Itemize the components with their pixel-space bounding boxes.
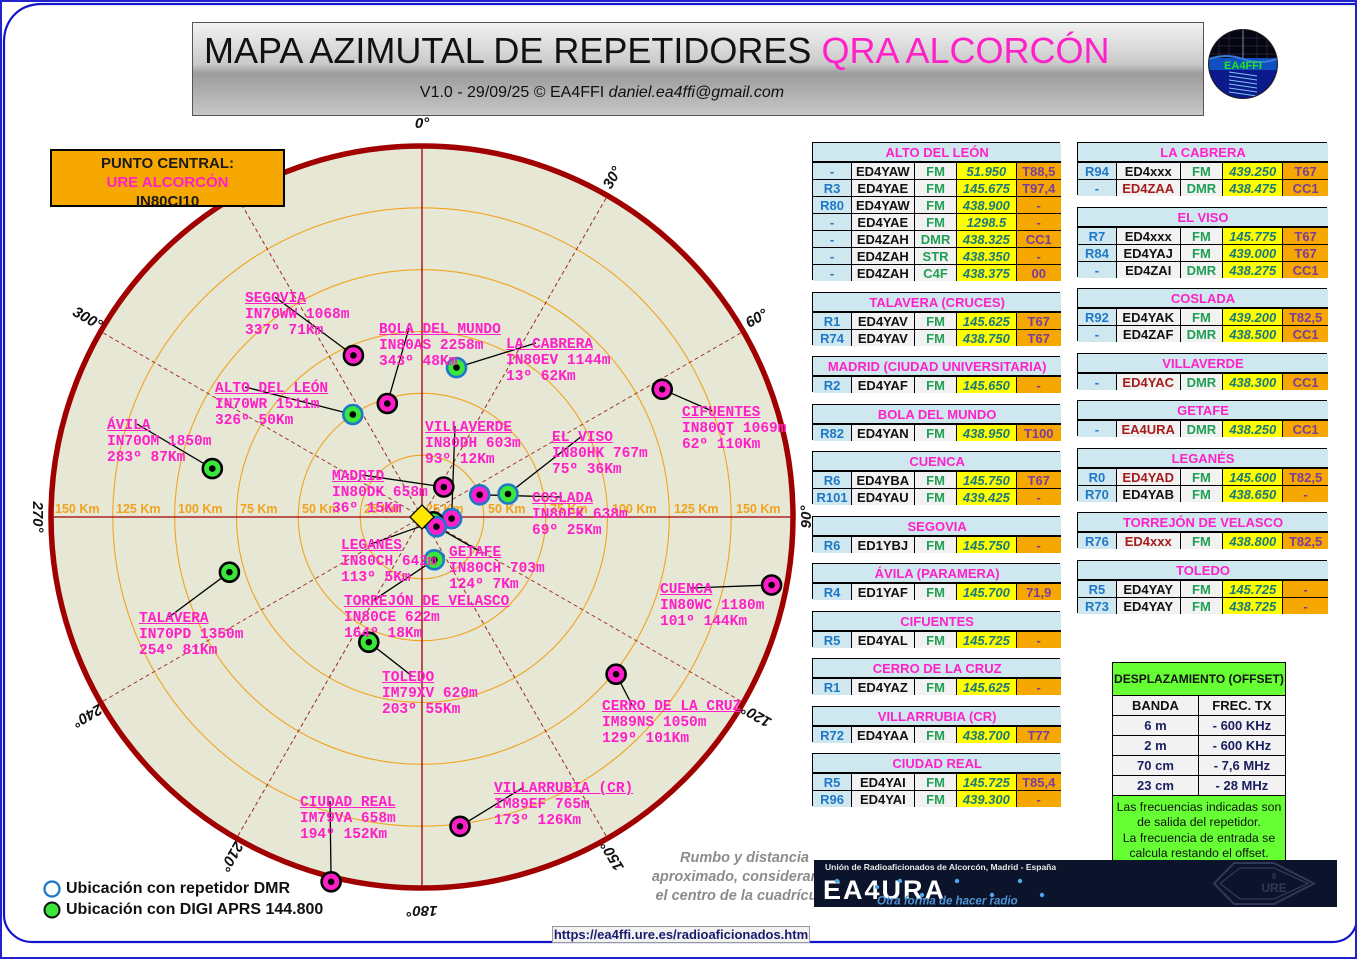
svg-text:Unión de Radioaficionados de A: Unión de Radioaficionados de Alcorcón, M… <box>825 862 1056 872</box>
svg-text:150 Km: 150 Km <box>55 502 99 516</box>
svg-text:180°: 180° <box>405 902 437 919</box>
svg-text:0°: 0° <box>415 115 430 132</box>
svg-text:9: 9 <box>1272 872 1277 881</box>
svg-text:125 Km: 125 Km <box>674 502 718 516</box>
svg-text:150 Km: 150 Km <box>736 502 780 516</box>
svg-text:URE: URE <box>1261 881 1286 895</box>
svg-text:75 Km: 75 Km <box>240 502 278 516</box>
svg-text:100 Km: 100 Km <box>178 502 222 516</box>
svg-text:30°: 30° <box>600 163 627 192</box>
svg-text:60°: 60° <box>743 305 772 332</box>
svg-text:125 Km: 125 Km <box>116 502 160 516</box>
svg-text:270°: 270° <box>29 500 46 533</box>
svg-text:Otra forma de hacer radio: Otra forma de hacer radio <box>877 896 1018 908</box>
